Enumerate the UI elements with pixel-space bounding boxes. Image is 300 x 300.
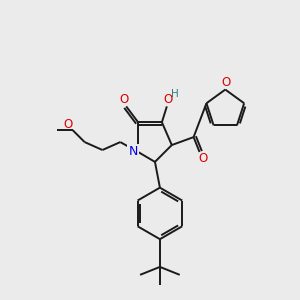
Text: O: O [63, 118, 72, 131]
Text: O: O [198, 152, 207, 165]
Text: O: O [163, 93, 172, 106]
Text: O: O [120, 93, 129, 106]
Text: O: O [222, 76, 231, 89]
Text: H: H [171, 88, 178, 98]
Text: N: N [128, 146, 138, 158]
